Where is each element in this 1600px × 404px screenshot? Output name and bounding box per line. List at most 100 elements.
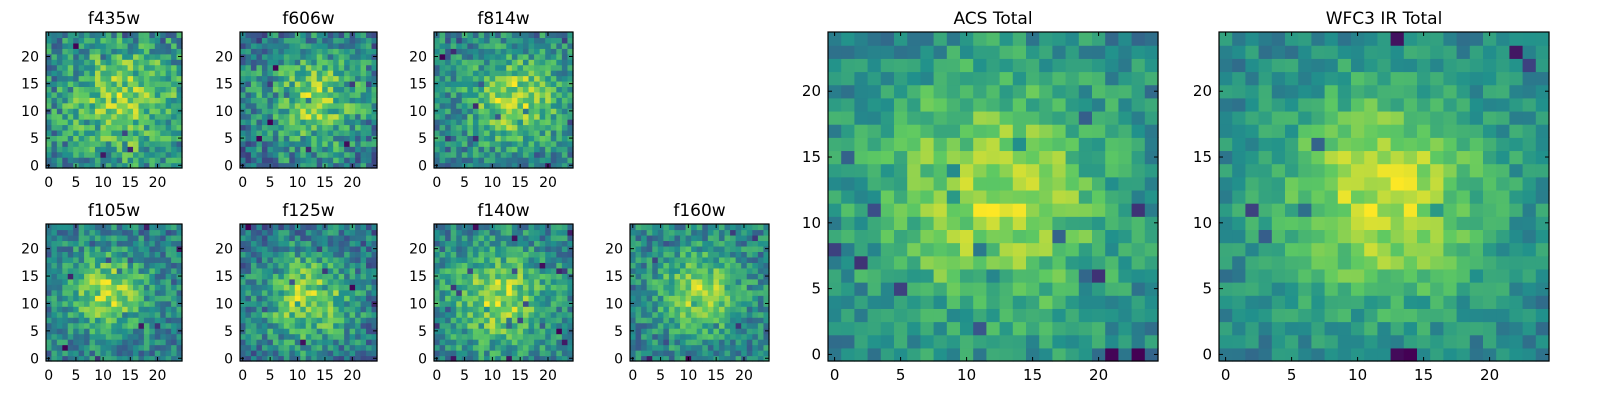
heatmap-cell (495, 81, 501, 87)
heatmap-cell (545, 152, 551, 158)
heatmap-cell (355, 108, 361, 114)
heatmap-cell (100, 146, 106, 152)
heatmap-cell (128, 334, 134, 340)
heatmap-cell (501, 48, 507, 54)
panel-title: f140w (477, 201, 529, 221)
heatmap-cell (1079, 190, 1093, 204)
heatmap-cell (1092, 256, 1106, 270)
heatmap-cell (495, 224, 501, 230)
heatmap-cell (128, 157, 134, 163)
heatmap-cell (545, 268, 551, 274)
heatmap-cell (100, 279, 106, 285)
heatmap-cell (730, 295, 736, 301)
heatmap-cell (517, 306, 523, 312)
heatmap-cell (451, 279, 457, 285)
heatmap-cell (300, 317, 306, 323)
heatmap-cell (117, 141, 123, 147)
heatmap-cell (73, 65, 79, 71)
heatmap-cell (495, 97, 501, 103)
heatmap-cell (523, 251, 529, 257)
heatmap-cell (106, 339, 112, 345)
heatmap-cell (273, 306, 279, 312)
heatmap-cell (111, 279, 117, 285)
heatmap-cell (339, 157, 345, 163)
heatmap-cell (171, 251, 177, 257)
heatmap-cell (708, 290, 714, 296)
heatmap-cell (278, 262, 284, 268)
heatmap-cell (456, 81, 462, 87)
heatmap-cell (529, 334, 535, 340)
heatmap-cell (144, 37, 150, 43)
heatmap-cell (79, 65, 85, 71)
heatmap-cell (117, 284, 123, 290)
heatmap-cell (1066, 256, 1080, 270)
heatmap-cell (366, 317, 372, 323)
heatmap-cell (57, 124, 63, 130)
heatmap-cell (540, 76, 546, 82)
heatmap-cell (57, 119, 63, 125)
heatmap-cell (68, 76, 74, 82)
heatmap-cell (122, 146, 128, 152)
heatmap-cell (934, 243, 948, 257)
heatmap-cell (160, 350, 166, 356)
heatmap-cell (344, 229, 350, 235)
heatmap-cell (445, 141, 451, 147)
heatmap-cell (517, 345, 523, 351)
heatmap-cell (674, 339, 680, 345)
heatmap-cell (506, 246, 512, 252)
heatmap-cell (1118, 177, 1132, 191)
heatmap-cell (289, 339, 295, 345)
heatmap-cell (501, 251, 507, 257)
heatmap-cell (128, 81, 134, 87)
heatmap-cell (1052, 269, 1066, 283)
heatmap-cell (652, 345, 658, 351)
heatmap-cell (534, 257, 540, 263)
heatmap-cell (758, 235, 764, 241)
heatmap-cell (284, 76, 290, 82)
heatmap-cell (752, 262, 758, 268)
heatmap-cell (691, 317, 697, 323)
heatmap-cell (451, 119, 457, 125)
heatmap-cell (84, 146, 90, 152)
heatmap-cell (128, 229, 134, 235)
heatmap-cell (171, 323, 177, 329)
heatmap-cell (986, 164, 1000, 178)
heatmap-cell (73, 306, 79, 312)
heatmap-cell (556, 54, 562, 60)
heatmap-cell (641, 306, 647, 312)
heatmap-cell (702, 262, 708, 268)
heatmap-cell (117, 37, 123, 43)
heatmap-cell (545, 43, 551, 49)
heatmap-cell (262, 43, 268, 49)
heatmap-cell (647, 240, 653, 246)
heatmap-cell (333, 146, 339, 152)
heatmap-cell (551, 251, 557, 257)
heatmap-cell (495, 114, 501, 120)
heatmap-cell (306, 279, 312, 285)
heatmap-cell (322, 119, 328, 125)
heatmap-cell (758, 279, 764, 285)
heatmap-cell (556, 37, 562, 43)
heatmap-cell (100, 323, 106, 329)
heatmap-cell (311, 323, 317, 329)
heatmap-cell (106, 76, 112, 82)
heatmap-cell (741, 339, 747, 345)
heatmap-cell (289, 229, 295, 235)
heatmap-cell (462, 130, 468, 136)
heatmap-cell (344, 306, 350, 312)
heatmap-cell (245, 284, 251, 290)
heatmap-cell (149, 251, 155, 257)
heatmap-cell (328, 48, 334, 54)
heatmap-cell (46, 114, 52, 120)
heatmap-cell (262, 65, 268, 71)
heatmap-cell (117, 240, 123, 246)
heatmap-cell (1132, 177, 1146, 191)
heatmap-cell (160, 43, 166, 49)
heatmap-cell (752, 235, 758, 241)
heatmap-cell (652, 262, 658, 268)
heatmap-cell (306, 339, 312, 345)
heatmap-cell (256, 306, 262, 312)
heatmap-cell (344, 152, 350, 158)
heatmap-cell (440, 339, 446, 345)
heatmap-cell (478, 339, 484, 345)
